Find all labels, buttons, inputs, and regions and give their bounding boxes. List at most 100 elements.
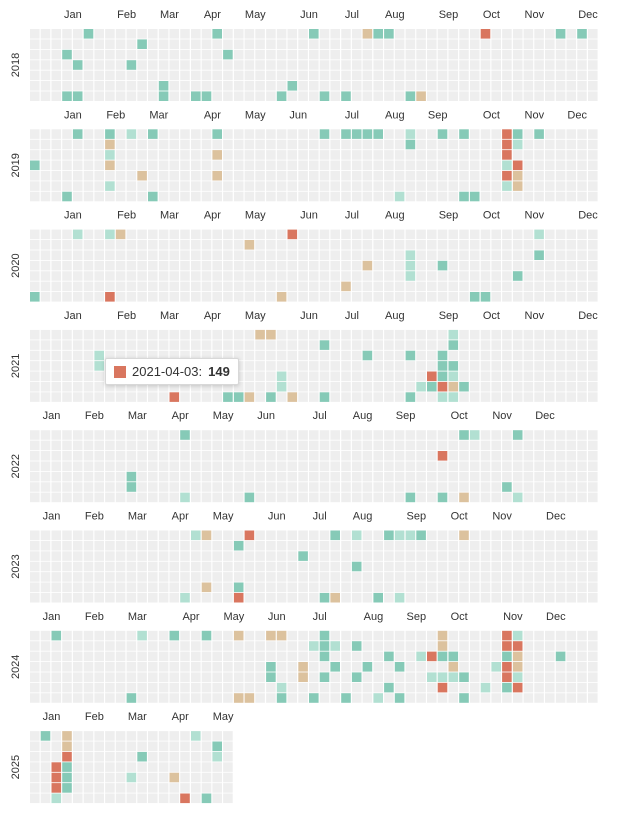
day-cell[interactable] bbox=[394, 129, 405, 139]
day-cell[interactable] bbox=[223, 751, 233, 762]
day-cell[interactable] bbox=[555, 641, 566, 651]
day-cell[interactable] bbox=[105, 793, 115, 804]
day-cell[interactable] bbox=[351, 461, 362, 471]
day-cell[interactable] bbox=[72, 572, 83, 582]
day-cell[interactable] bbox=[341, 682, 351, 693]
day-cell[interactable] bbox=[266, 530, 276, 541]
day-cell[interactable] bbox=[341, 381, 351, 392]
day-cell[interactable] bbox=[115, 81, 126, 91]
day-cell[interactable] bbox=[512, 260, 523, 271]
day-cell[interactable] bbox=[534, 350, 544, 361]
day-cell[interactable] bbox=[94, 160, 104, 171]
day-cell[interactable] bbox=[309, 292, 319, 302]
day-cell[interactable] bbox=[201, 340, 212, 350]
day-cell[interactable] bbox=[469, 240, 480, 250]
day-cell[interactable] bbox=[148, 482, 158, 492]
day-cell[interactable] bbox=[469, 630, 480, 641]
day-cell[interactable] bbox=[384, 592, 394, 603]
day-cell[interactable] bbox=[276, 81, 287, 91]
day-cell[interactable] bbox=[148, 461, 158, 471]
day-cell[interactable] bbox=[201, 271, 212, 281]
day-cell[interactable] bbox=[319, 662, 330, 672]
day-cell[interactable] bbox=[351, 250, 362, 260]
day-cell[interactable] bbox=[255, 582, 265, 593]
day-cell[interactable] bbox=[158, 181, 169, 191]
day-cell[interactable] bbox=[384, 70, 394, 81]
day-cell[interactable] bbox=[255, 49, 265, 60]
day-cell[interactable] bbox=[577, 592, 587, 603]
day-cell[interactable] bbox=[62, 292, 72, 302]
day-cell[interactable] bbox=[330, 191, 340, 202]
day-cell[interactable] bbox=[437, 561, 448, 572]
day-cell[interactable] bbox=[416, 572, 426, 582]
day-cell[interactable] bbox=[545, 49, 555, 60]
day-cell[interactable] bbox=[469, 381, 480, 392]
day-cell[interactable] bbox=[341, 492, 351, 503]
day-cell[interactable] bbox=[169, 139, 180, 150]
day-cell[interactable] bbox=[502, 471, 512, 482]
day-cell[interactable] bbox=[180, 731, 190, 741]
day-cell[interactable] bbox=[40, 630, 51, 641]
day-cell[interactable] bbox=[62, 592, 72, 603]
day-cell[interactable] bbox=[83, 381, 94, 392]
day-cell[interactable] bbox=[416, 641, 426, 651]
day-cell[interactable] bbox=[244, 160, 255, 171]
day-cell[interactable] bbox=[212, 139, 222, 150]
day-cell[interactable] bbox=[469, 49, 480, 60]
day-cell[interactable] bbox=[437, 170, 448, 181]
day-cell[interactable] bbox=[427, 70, 437, 81]
day-cell[interactable] bbox=[40, 783, 51, 793]
day-cell-low[interactable] bbox=[405, 260, 416, 271]
day-cell[interactable] bbox=[512, 150, 523, 160]
day-cell[interactable] bbox=[319, 451, 330, 461]
day-cell-low[interactable] bbox=[373, 693, 383, 703]
day-cell-mid[interactable] bbox=[512, 129, 523, 139]
day-cell[interactable] bbox=[94, 381, 104, 392]
day-cell-low[interactable] bbox=[72, 229, 83, 240]
day-cell[interactable] bbox=[469, 572, 480, 582]
day-cell[interactable] bbox=[534, 329, 544, 340]
day-cell[interactable] bbox=[394, 471, 405, 482]
day-cell[interactable] bbox=[512, 540, 523, 551]
day-cell[interactable] bbox=[309, 651, 319, 662]
day-cell[interactable] bbox=[309, 451, 319, 461]
day-cell[interactable] bbox=[437, 530, 448, 541]
day-cell[interactable] bbox=[40, 229, 51, 240]
day-cell-peak[interactable] bbox=[105, 292, 115, 302]
day-cell[interactable] bbox=[180, 471, 190, 482]
day-cell-mid[interactable] bbox=[480, 292, 491, 302]
day-cell[interactable] bbox=[169, 551, 180, 561]
day-cell[interactable] bbox=[523, 430, 534, 440]
day-cell[interactable] bbox=[223, 492, 233, 503]
day-cell[interactable] bbox=[469, 39, 480, 49]
day-cell[interactable] bbox=[51, 91, 62, 101]
day-cell[interactable] bbox=[180, 70, 190, 81]
day-cell[interactable] bbox=[330, 271, 340, 281]
day-cell[interactable] bbox=[298, 392, 308, 402]
day-cell[interactable] bbox=[223, 592, 233, 603]
day-cell[interactable] bbox=[373, 191, 383, 202]
day-cell[interactable] bbox=[351, 662, 362, 672]
day-cell[interactable] bbox=[83, 741, 94, 752]
day-cell[interactable] bbox=[555, 340, 566, 350]
day-cell[interactable] bbox=[588, 350, 598, 361]
day-cell[interactable] bbox=[394, 682, 405, 693]
day-cell[interactable] bbox=[309, 492, 319, 503]
day-cell[interactable] bbox=[212, 81, 222, 91]
day-cell[interactable] bbox=[158, 461, 169, 471]
day-cell[interactable] bbox=[137, 260, 147, 271]
day-cell[interactable] bbox=[94, 551, 104, 561]
day-cell[interactable] bbox=[459, 160, 469, 171]
day-cell-mid[interactable] bbox=[244, 492, 255, 503]
day-cell[interactable] bbox=[233, 492, 244, 503]
day-cell-mid[interactable] bbox=[437, 651, 448, 662]
day-cell[interactable] bbox=[72, 250, 83, 260]
day-cell[interactable] bbox=[351, 651, 362, 662]
day-cell[interactable] bbox=[309, 540, 319, 551]
day-cell[interactable] bbox=[319, 139, 330, 150]
day-cell[interactable] bbox=[266, 191, 276, 202]
day-cell[interactable] bbox=[94, 451, 104, 461]
day-cell-mid[interactable] bbox=[502, 651, 512, 662]
day-cell[interactable] bbox=[427, 170, 437, 181]
day-cell-low[interactable] bbox=[512, 492, 523, 503]
